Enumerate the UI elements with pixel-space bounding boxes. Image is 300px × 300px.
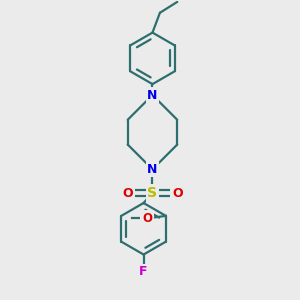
Text: O: O <box>172 187 183 200</box>
Text: N: N <box>147 88 158 101</box>
Text: O: O <box>142 212 152 225</box>
Text: O: O <box>122 187 133 200</box>
Text: S: S <box>148 186 158 200</box>
Text: F: F <box>139 266 148 278</box>
Text: N: N <box>147 163 158 176</box>
